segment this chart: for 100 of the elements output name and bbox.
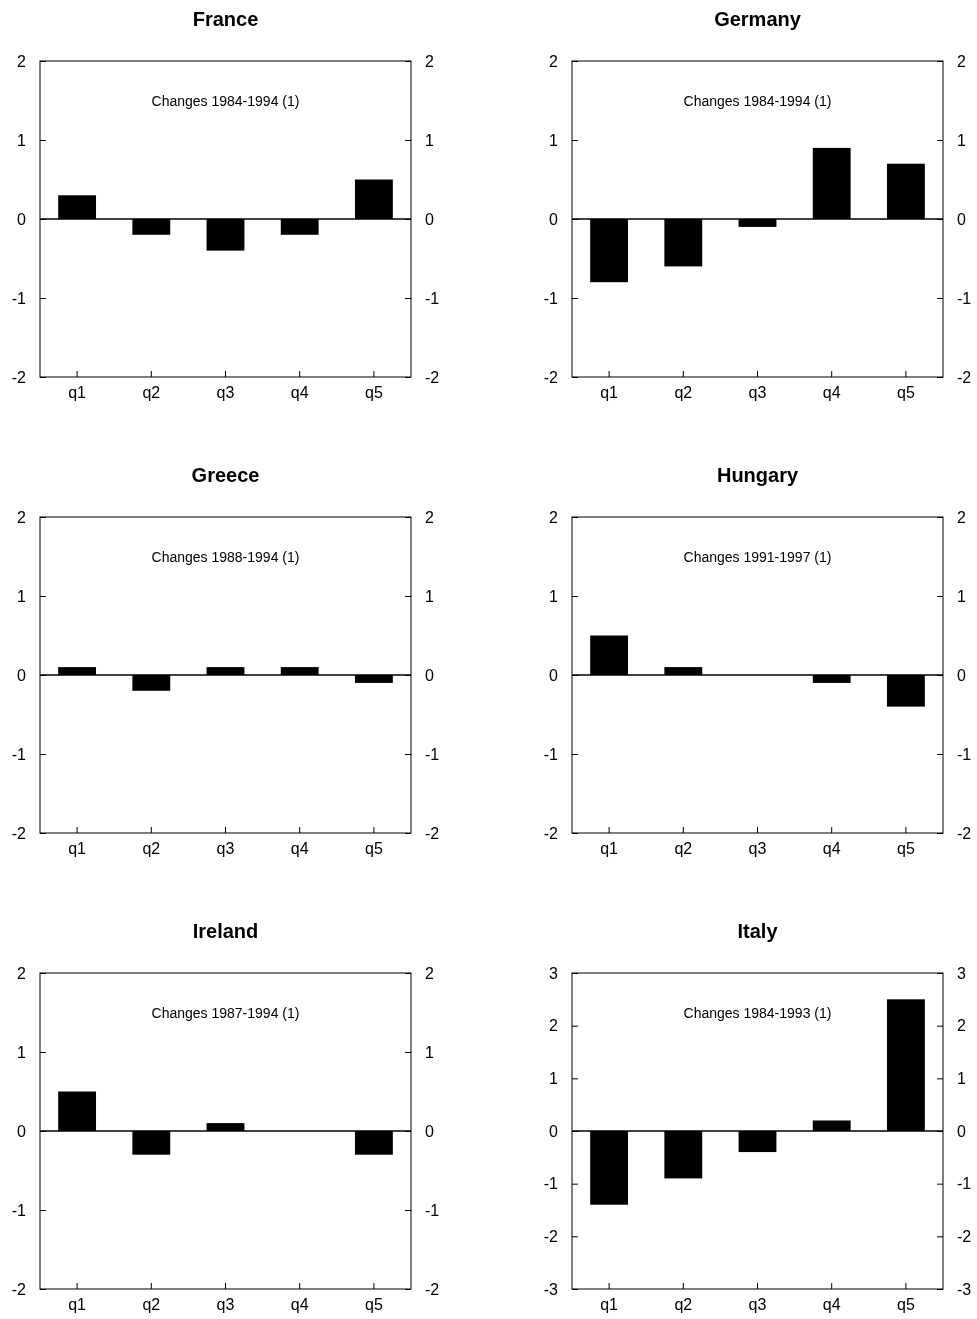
x-tick-label: q1 bbox=[68, 384, 87, 402]
x-tick-label: q5 bbox=[365, 1296, 383, 1314]
x-tick-label: q1 bbox=[600, 840, 619, 858]
y-tick-label: -1 bbox=[543, 1175, 559, 1193]
y2-tick-label: 3 bbox=[957, 964, 966, 982]
y-tick-label: 0 bbox=[17, 666, 27, 684]
x-tick-label: q2 bbox=[674, 840, 693, 858]
y-tick-label: 1 bbox=[549, 131, 559, 149]
x-tick-label: q1 bbox=[600, 384, 619, 402]
y-tick-label: 1 bbox=[17, 131, 27, 149]
y-tick-label: -2 bbox=[11, 1280, 27, 1298]
chart-title: Hungary bbox=[716, 464, 799, 486]
x-tick-label: q4 bbox=[290, 840, 309, 858]
y2-tick-label: -2 bbox=[957, 1227, 972, 1245]
y-tick-label: 2 bbox=[17, 964, 27, 982]
x-tick-label: q3 bbox=[748, 1296, 767, 1314]
y2-tick-label: 1 bbox=[425, 131, 434, 149]
x-tick-label: q4 bbox=[822, 384, 841, 402]
y2-tick-label: -2 bbox=[425, 824, 440, 842]
y2-tick-label: -2 bbox=[425, 1280, 440, 1298]
y-tick-label: -2 bbox=[11, 368, 27, 386]
x-tick-label: q1 bbox=[68, 1296, 87, 1314]
y2-tick-label: 1 bbox=[957, 1069, 966, 1087]
y-tick-label: 0 bbox=[549, 1122, 559, 1140]
x-tick-label: q3 bbox=[748, 384, 767, 402]
y2-tick-label: 0 bbox=[425, 666, 434, 684]
y2-tick-label: 0 bbox=[957, 1122, 966, 1140]
y-tick-label: -2 bbox=[11, 824, 27, 842]
y2-tick-label: 0 bbox=[957, 210, 966, 228]
annotation: Changes 1988-1994 (1) bbox=[151, 549, 300, 565]
y-tick-label: -1 bbox=[543, 289, 559, 307]
y-tick-label: 1 bbox=[17, 587, 27, 605]
y-tick-label: 2 bbox=[549, 508, 559, 526]
x-tick-label: q3 bbox=[216, 840, 235, 858]
x-tick-label: q2 bbox=[142, 1296, 161, 1314]
y-tick-label: 2 bbox=[17, 52, 27, 70]
y-tick-label: 0 bbox=[549, 666, 559, 684]
y-tick-label: -3 bbox=[543, 1280, 559, 1298]
y-tick-label: 1 bbox=[549, 587, 559, 605]
annotation: Changes 1984-1994 (1) bbox=[683, 93, 832, 109]
x-tick-label: q5 bbox=[365, 840, 383, 858]
y-tick-label: 0 bbox=[17, 210, 27, 228]
y-tick-label: 1 bbox=[549, 1069, 559, 1087]
annotation: Changes 1991-1997 (1) bbox=[683, 549, 832, 565]
chart-title: Ireland bbox=[192, 920, 259, 942]
annotation: Changes 1987-1994 (1) bbox=[151, 1005, 300, 1021]
y2-tick-label: 1 bbox=[957, 587, 966, 605]
y-tick-label: 3 bbox=[549, 964, 559, 982]
y2-tick-label: -1 bbox=[425, 745, 440, 763]
x-tick-label: q4 bbox=[822, 1296, 841, 1314]
x-tick-label: q5 bbox=[897, 840, 915, 858]
y-tick-label: -1 bbox=[11, 289, 27, 307]
y2-tick-label: -2 bbox=[957, 368, 972, 386]
y2-tick-label: -1 bbox=[425, 289, 440, 307]
x-tick-label: q4 bbox=[290, 1296, 309, 1314]
chart-title: Italy bbox=[737, 920, 779, 942]
y2-tick-label: 2 bbox=[957, 1017, 966, 1035]
x-tick-label: q4 bbox=[822, 840, 841, 858]
y2-tick-label: -1 bbox=[957, 289, 972, 307]
x-tick-label: q1 bbox=[600, 1296, 619, 1314]
y-tick-label: -2 bbox=[543, 1227, 559, 1245]
x-tick-label: q2 bbox=[674, 1296, 693, 1314]
y2-tick-label: 2 bbox=[957, 508, 966, 526]
y-tick-label: 0 bbox=[549, 210, 559, 228]
x-tick-label: q5 bbox=[897, 384, 915, 402]
y2-tick-label: -1 bbox=[957, 745, 972, 763]
y-tick-label: -1 bbox=[543, 745, 559, 763]
x-tick-label: q3 bbox=[748, 840, 767, 858]
y2-tick-label: 1 bbox=[425, 587, 434, 605]
y2-tick-label: 2 bbox=[425, 52, 434, 70]
x-tick-label: q1 bbox=[68, 840, 87, 858]
y2-tick-label: -3 bbox=[957, 1280, 972, 1298]
y2-tick-label: -1 bbox=[425, 1201, 440, 1219]
y2-tick-label: -1 bbox=[957, 1175, 972, 1193]
y2-tick-label: -2 bbox=[425, 368, 440, 386]
y-tick-label: -2 bbox=[543, 368, 559, 386]
y-tick-label: -2 bbox=[543, 824, 559, 842]
x-tick-label: q4 bbox=[290, 384, 309, 402]
x-tick-label: q3 bbox=[216, 384, 235, 402]
y2-tick-label: -2 bbox=[957, 824, 972, 842]
y2-tick-label: 2 bbox=[957, 52, 966, 70]
y-tick-label: 2 bbox=[549, 1017, 559, 1035]
chart-title: Germany bbox=[714, 8, 802, 30]
x-tick-label: q5 bbox=[897, 1296, 915, 1314]
annotation: Changes 1984-1993 (1) bbox=[683, 1005, 832, 1021]
y-tick-label: -1 bbox=[11, 745, 27, 763]
y2-tick-label: 0 bbox=[957, 666, 966, 684]
x-tick-label: q3 bbox=[216, 1296, 235, 1314]
annotation: Changes 1984-1994 (1) bbox=[151, 93, 300, 109]
y-tick-label: 2 bbox=[17, 508, 27, 526]
y2-tick-label: 1 bbox=[425, 1043, 434, 1061]
y-tick-label: 0 bbox=[17, 1122, 27, 1140]
y2-tick-label: 0 bbox=[425, 210, 434, 228]
y2-tick-label: 2 bbox=[425, 964, 434, 982]
chart-title: Greece bbox=[191, 464, 260, 486]
x-tick-label: q5 bbox=[365, 384, 383, 402]
x-tick-label: q2 bbox=[142, 840, 161, 858]
y2-tick-label: 0 bbox=[425, 1122, 434, 1140]
y-tick-label: 1 bbox=[17, 1043, 27, 1061]
y2-tick-label: 2 bbox=[425, 508, 434, 526]
